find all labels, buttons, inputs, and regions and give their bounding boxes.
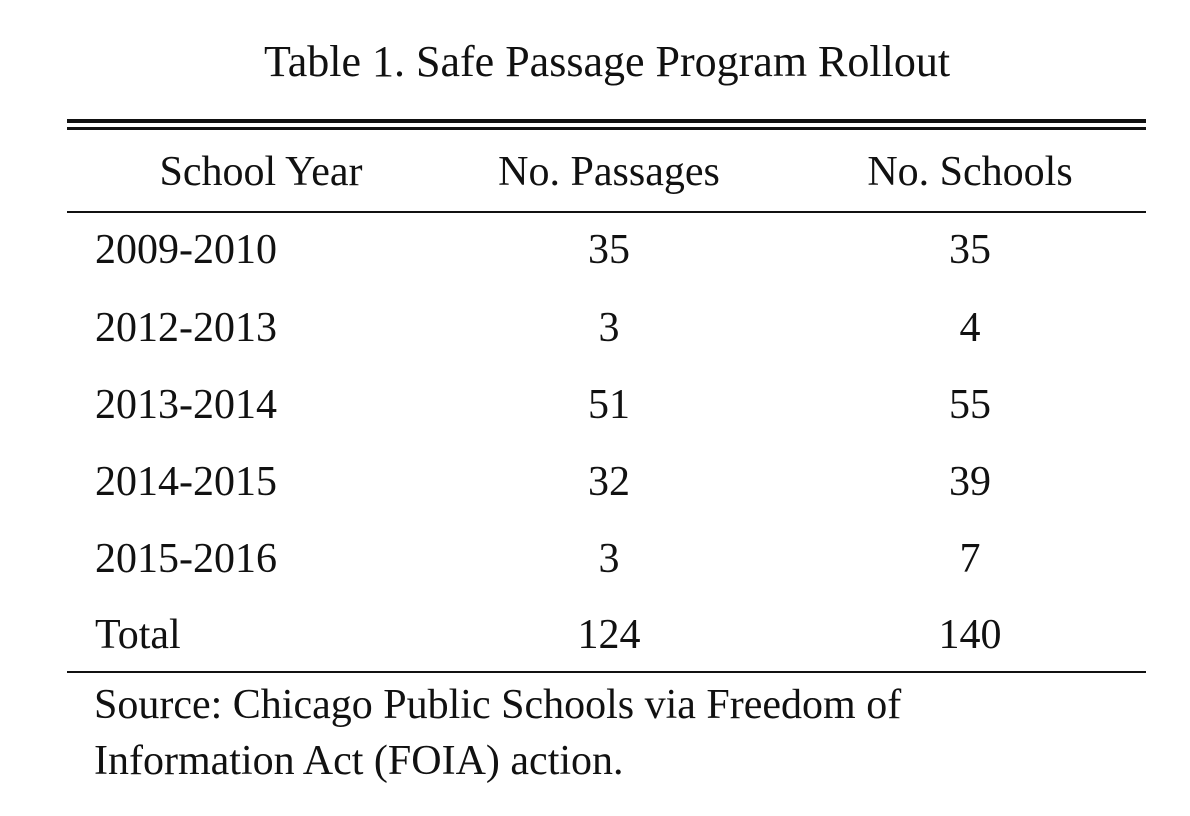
header-no-schools: No. Schools (867, 149, 1073, 195)
table-row-4-year: 2014-2015 (95, 459, 277, 505)
table-row-1-passages: 35 (588, 227, 630, 273)
table-row-1-schools: 35 (949, 227, 991, 273)
top-double-rule-lower (67, 127, 1146, 130)
table-row-2-year: 2012-2013 (95, 305, 277, 351)
source-note: Source: Chicago Public Schools via Freed… (94, 677, 1094, 789)
table-row-5-year: 2015-2016 (95, 536, 277, 582)
table-row-3-year: 2013-2014 (95, 382, 277, 428)
source-note-line-1: Source: Chicago Public Schools via Freed… (94, 682, 902, 728)
table-row-5-passages: 3 (598, 536, 620, 582)
table-row-4-schools: 39 (949, 459, 991, 505)
top-double-rule-upper (67, 119, 1146, 123)
table-row-1-year: 2009-2010 (95, 227, 277, 273)
header-school-year: School Year (159, 149, 363, 195)
table-title: Table 1. Safe Passage Program Rollout (263, 37, 951, 86)
table-row-3-schools: 55 (949, 382, 991, 428)
table-row-4-passages: 32 (588, 459, 630, 505)
table-row-2-schools: 4 (959, 305, 981, 351)
header-rule (67, 211, 1146, 213)
header-no-passages: No. Passages (498, 149, 720, 195)
table-row-total-schools: 140 (938, 612, 1002, 658)
bottom-rule (67, 671, 1146, 673)
table-row-2-passages: 3 (598, 305, 620, 351)
table-row-5-schools: 7 (959, 536, 981, 582)
table-row-total-label: Total (95, 612, 181, 658)
table-row-3-passages: 51 (588, 382, 630, 428)
source-note-line-2: Information Act (FOIA) action. (94, 738, 624, 784)
table-row-total-passages: 124 (577, 612, 641, 658)
